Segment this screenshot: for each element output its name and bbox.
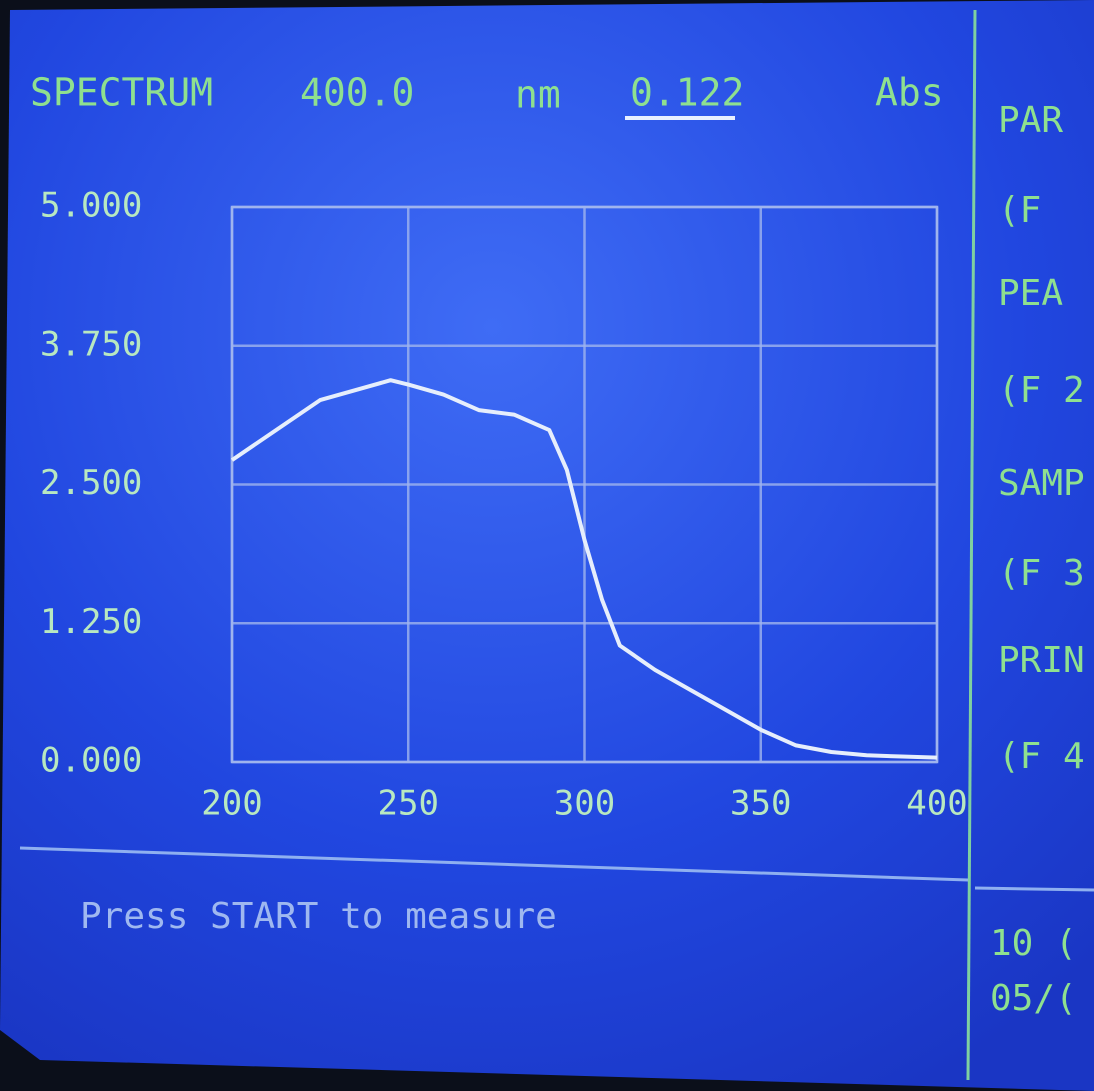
y-tick-label: 3.750	[40, 324, 142, 364]
menu-item: PEA	[998, 273, 1063, 314]
x-tick-label: 300	[554, 784, 615, 824]
status-divider	[19, 846, 969, 882]
x-tick-label: 200	[201, 784, 262, 824]
side-menu: PAR (F PEA (F 2 SAMP (F 3 PRIN (F 4	[998, 100, 1085, 777]
wavelength-unit: nm	[515, 73, 561, 117]
wavelength: 400.0	[300, 71, 414, 115]
clock-divider	[974, 886, 1094, 892]
x-tick-label: 250	[378, 784, 439, 824]
panel-divider	[966, 9, 977, 1081]
clock-line: 10 (	[990, 923, 1077, 964]
menu-item: PRIN	[998, 640, 1085, 681]
spectrum-line	[230, 378, 938, 760]
y-tick-label: 5.000	[40, 186, 142, 226]
menu-item: (F 3	[998, 553, 1085, 594]
x-tick-label: 350	[730, 784, 791, 824]
mode-label: SPECTRUM	[30, 71, 213, 115]
clock: 10 ( 05/(	[990, 923, 1077, 1019]
y-tick-label: 0.000	[40, 741, 142, 781]
x-tick-label: 400	[906, 784, 967, 824]
reading-unit: Abs	[875, 71, 944, 115]
menu-item: (F 2	[998, 370, 1085, 411]
menu-item: SAMP	[998, 463, 1085, 504]
spectrum-chart: 5.000 3.750 2.500 1.250 0.000 200 250 300 350 400	[40, 186, 968, 824]
clock-line: 05/(	[990, 978, 1077, 1019]
y-tick-label: 2.500	[40, 463, 142, 503]
status-message: Press START to measure	[80, 896, 557, 937]
y-tick-label: 1.250	[40, 602, 142, 642]
menu-item: (F	[998, 190, 1041, 231]
menu-item: (F 4	[998, 736, 1085, 777]
reading: 0.122	[630, 71, 744, 115]
menu-item: PAR	[998, 100, 1063, 141]
